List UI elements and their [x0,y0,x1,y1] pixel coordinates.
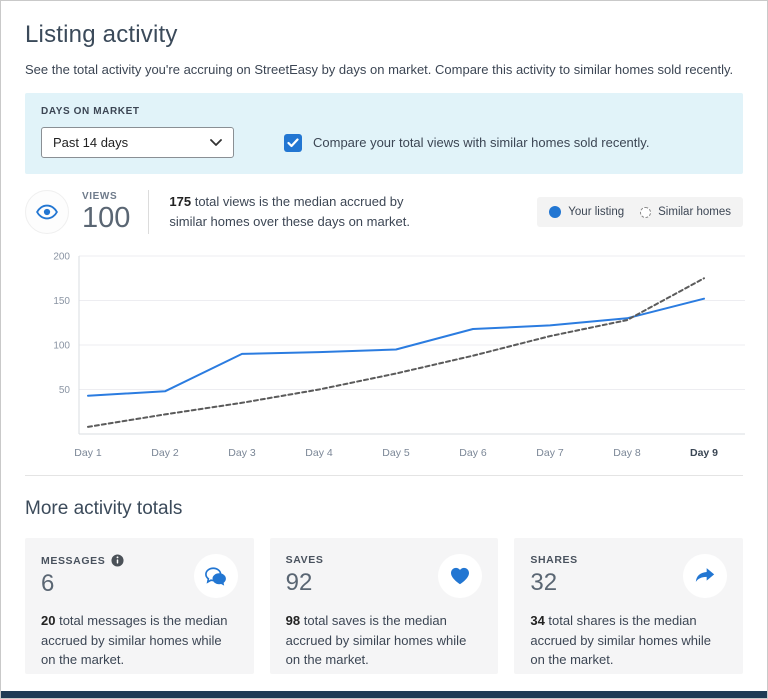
messages-icon-circle [193,554,238,598]
messages-median-text: 20 total messages is the median accrued … [41,613,228,667]
svg-text:200: 200 [53,252,70,263]
totals-heading: More activity totals [25,498,183,519]
svg-text:Day 2: Day 2 [151,447,179,459]
views-median-text: 175 total views is the median accrued by… [169,193,410,229]
shares-icon-circle [683,554,728,598]
dashed-circle-icon [640,206,652,218]
svg-text:150: 150 [53,296,70,307]
views-label: VIEWS [82,190,118,202]
chart-legend: Your listing Similar homes [537,197,743,227]
shares-value: 32 [530,569,558,596]
checkmark-icon [287,137,299,147]
page-title: Listing activity [25,21,178,48]
legend-item-your-listing: Your listing [549,206,624,218]
chat-icon [204,566,227,586]
activity-line-chart: 50 100 150 200 Day 1 Day 2 Day 3 Day 4 Day 5 Day … [53,252,746,459]
svg-text:Day 6: Day 6 [459,447,487,459]
section-divider [25,475,743,476]
svg-text:50: 50 [59,385,71,396]
saves-value: 92 [285,569,313,596]
share-icon [695,567,715,585]
saves-median-text: 98 total saves is the median accrued by … [285,613,467,667]
views-summary-row: VIEWS 100 175 total views is the median … [25,190,743,234]
page-subtitle: See the total activity you're accruing o… [25,62,734,77]
info-icon[interactable] [111,554,124,567]
days-on-market-select[interactable]: Past 14 days [41,127,234,158]
eye-icon [36,204,58,220]
shares-median-text: 34 total shares is the median accrued by… [530,613,711,667]
views-icon-circle [25,190,69,234]
svg-text:Day 7: Day 7 [536,447,564,459]
filter-row: Past 14 days Compare your total views wi… [41,127,727,158]
svg-text:Day 3: Day 3 [228,447,256,459]
days-on-market-panel: DAYS ON MARKET Past 14 days Compare your… [25,93,743,174]
days-on-market-label: DAYS ON MARKET [41,106,140,117]
totals-cards-row: MESSAGES 6 [25,538,744,674]
compare-checkbox-wrap[interactable]: Compare your total views with similar ho… [284,133,650,152]
heart-icon [450,567,470,585]
activity-chart-wrap: 50 100 150 200 Day 1 Day 2 Day 3 Day 4 Day 5 Day … [25,248,746,469]
messages-label: MESSAGES [41,554,106,567]
saves-card: SAVES 92 98 total saves is the median ac… [269,538,499,674]
select-value: Past 14 days [53,135,129,150]
solid-dot-icon [549,206,562,218]
svg-text:Day 9: Day 9 [690,447,718,459]
compare-checkbox[interactable] [284,133,302,152]
svg-text:Day 5: Day 5 [382,447,410,459]
shares-label: SHARES [530,554,578,566]
chevron-down-icon [210,138,222,147]
svg-text:Day 1: Day 1 [74,447,102,459]
saves-icon-circle [438,554,483,598]
footer-accent-bar [1,691,767,698]
messages-card: MESSAGES 6 [25,538,254,674]
messages-value: 6 [41,570,55,597]
svg-text:100: 100 [53,341,70,352]
views-block: VIEWS 100 [82,191,130,233]
compare-checkbox-label: Compare your total views with similar ho… [313,135,650,150]
vertical-divider [148,190,150,234]
shares-card: SHARES 32 34 total shares is the median … [514,538,744,674]
content: Listing activity See the total activity … [1,21,767,674]
saves-label: SAVES [285,554,324,566]
views-median-value: 175 [169,193,192,209]
legend-item-similar-homes: Similar homes [640,206,731,218]
views-value: 100 [82,201,131,234]
svg-text:Day 4: Day 4 [305,447,333,459]
svg-text:Day 8: Day 8 [613,447,641,459]
